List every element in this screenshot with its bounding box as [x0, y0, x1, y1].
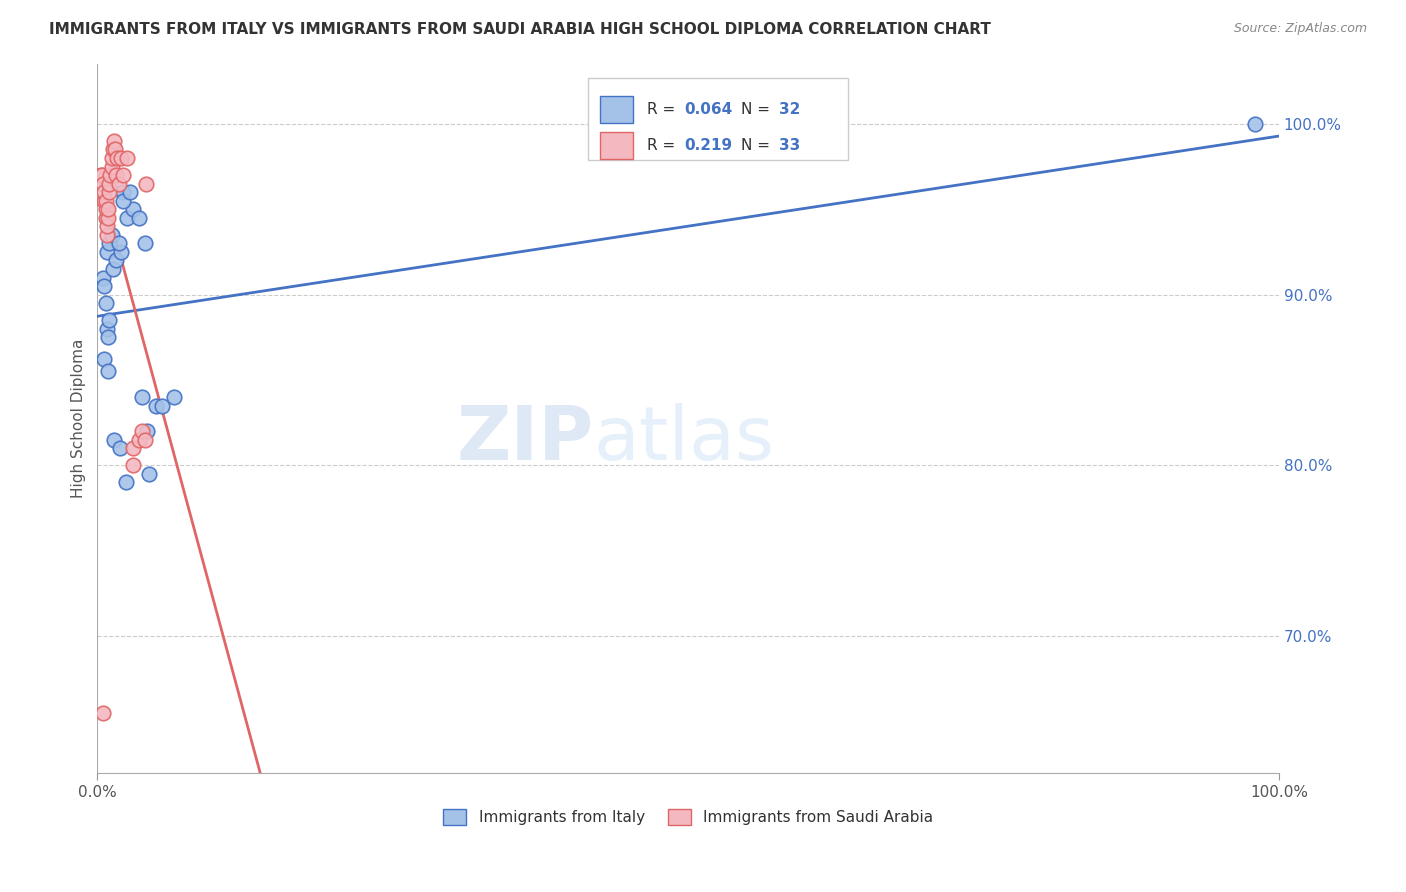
Bar [599, 132, 633, 159]
Bar [599, 95, 633, 123]
Point [96, 322, 118, 336]
Point [131, 424, 153, 438]
Point [105, 168, 128, 182]
Text: R =: R = [647, 102, 681, 117]
Point [145, 399, 167, 413]
Point [163, 390, 186, 404]
Point [112, 185, 135, 199]
Point [93, 352, 115, 367]
Point [91, 177, 114, 191]
Point [101, 262, 124, 277]
Point [101, 143, 124, 157]
Point [98, 177, 121, 191]
Point [90, 168, 112, 182]
Point [136, 424, 159, 438]
Text: 0.064: 0.064 [685, 102, 733, 117]
Point [93, 194, 115, 208]
Point [94, 296, 117, 310]
Point [112, 168, 135, 182]
Point [115, 211, 138, 225]
Text: IMMIGRANTS FROM ITALY VS IMMIGRANTS FROM SAUDI ARABIA HIGH SCHOOL DIPLOMA CORREL: IMMIGRANTS FROM ITALY VS IMMIGRANTS FROM… [49, 22, 991, 37]
Point [96, 219, 118, 234]
Text: R =: R = [647, 137, 685, 153]
Point [1244, 117, 1267, 131]
Point [103, 433, 125, 447]
Legend: Immigrants from Italy, Immigrants from Saudi Arabia: Immigrants from Italy, Immigrants from S… [443, 809, 932, 825]
Point [97, 211, 120, 225]
Point [98, 185, 121, 199]
Point [98, 168, 121, 182]
Point [110, 244, 132, 259]
Text: ZIP: ZIP [457, 403, 593, 476]
Text: Source: ZipAtlas.com: Source: ZipAtlas.com [1233, 22, 1367, 36]
Point [107, 236, 129, 251]
Point [134, 433, 156, 447]
Y-axis label: High School Diploma: High School Diploma [72, 339, 86, 498]
Point [128, 211, 150, 225]
Text: 32: 32 [779, 102, 800, 117]
Text: 33: 33 [779, 137, 800, 153]
Point [108, 442, 131, 456]
Text: atlas: atlas [593, 403, 775, 476]
Point [131, 390, 153, 404]
Point [128, 433, 150, 447]
Point [150, 399, 173, 413]
Point [93, 279, 115, 293]
Point [93, 185, 115, 199]
FancyBboxPatch shape [588, 78, 848, 160]
Point [112, 194, 135, 208]
Point [100, 227, 122, 242]
Point [121, 442, 143, 456]
Point [98, 236, 121, 251]
Point [94, 211, 117, 225]
Point [134, 236, 156, 251]
Point [100, 151, 122, 165]
Point [138, 467, 160, 481]
Point [97, 202, 120, 217]
Text: 0.219: 0.219 [685, 137, 733, 153]
Point [100, 160, 122, 174]
Point [91, 706, 114, 720]
Point [97, 330, 120, 344]
Point [96, 244, 118, 259]
Point [94, 202, 117, 217]
Point [107, 177, 129, 191]
Point [107, 151, 129, 165]
Text: N =: N = [741, 102, 775, 117]
Point [94, 194, 117, 208]
Point [121, 458, 143, 473]
Point [97, 364, 120, 378]
Point [96, 227, 118, 242]
Point [98, 313, 121, 327]
Point [91, 270, 114, 285]
Point [120, 185, 142, 199]
Point [135, 177, 157, 191]
Point [103, 134, 125, 148]
Point [114, 475, 136, 490]
Point [115, 151, 138, 165]
Point [121, 202, 143, 217]
Point [104, 143, 127, 157]
Text: N =: N = [741, 137, 775, 153]
Point [110, 151, 132, 165]
Point [91, 168, 114, 182]
Point [105, 253, 128, 268]
